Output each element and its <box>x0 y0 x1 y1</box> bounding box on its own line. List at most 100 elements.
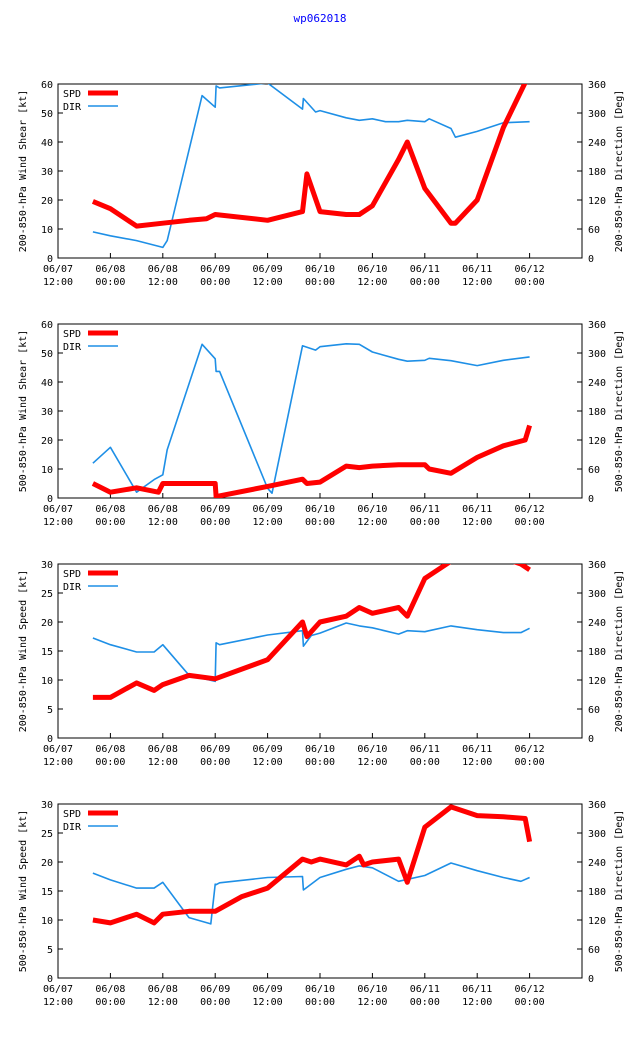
dir-series-line <box>92 862 530 925</box>
y2-tick-label: 120 <box>588 916 606 927</box>
y-tick-label: 40 <box>41 138 53 149</box>
x-tick-label-time: 12:00 <box>43 277 73 288</box>
x-tick-label-date: 06/09 <box>253 984 283 995</box>
x-tick-label-date: 06/12 <box>515 504 545 515</box>
x-tick-label-date: 06/08 <box>148 264 178 275</box>
dir-series-line <box>92 342 530 494</box>
x-tick-label-date: 06/11 <box>462 744 492 755</box>
y2-tick-label: 120 <box>588 196 606 207</box>
x-tick-label-time: 12:00 <box>148 277 178 288</box>
x-tick-label-date: 06/08 <box>148 744 178 755</box>
x-tick-label-time: 00:00 <box>515 757 545 768</box>
x-tick-label-date: 06/09 <box>200 504 230 515</box>
y2-tick-label: 180 <box>588 167 606 178</box>
y2-tick-label: 0 <box>588 494 594 505</box>
x-tick-label-date: 06/11 <box>462 264 492 275</box>
chart-panel-4: 05101520253006012018024030036006/0712:00… <box>18 800 625 1008</box>
legend-spd-label: SPD <box>63 329 81 340</box>
x-tick-label-date: 06/08 <box>95 264 125 275</box>
x-tick-label-time: 12:00 <box>43 997 73 1008</box>
y2-tick-label: 60 <box>588 465 600 476</box>
y-tick-label: 10 <box>41 916 53 927</box>
x-tick-label-time: 12:00 <box>148 757 178 768</box>
x-tick-label-time: 00:00 <box>305 277 335 288</box>
legend-dir-label: DIR <box>63 102 82 113</box>
y2-axis-label: 200-850-hPa Direction [Deg] <box>614 90 625 253</box>
y-tick-label: 20 <box>41 618 53 629</box>
x-tick-label-date: 06/09 <box>253 744 283 755</box>
plot-area <box>91 84 530 249</box>
x-tick-label-date: 06/08 <box>148 984 178 995</box>
y-tick-label: 30 <box>41 167 53 178</box>
y2-tick-label: 240 <box>588 618 606 629</box>
x-tick-label-date: 06/10 <box>305 504 335 515</box>
x-tick-label-time: 00:00 <box>305 997 335 1008</box>
y-tick-label: 20 <box>41 196 53 207</box>
x-tick-label-date: 06/11 <box>410 984 440 995</box>
spd-series-line <box>92 564 531 700</box>
x-tick-label-time: 12:00 <box>43 757 73 768</box>
page-title: wp062018 <box>293 12 347 25</box>
x-tick-label-date: 06/07 <box>43 744 73 755</box>
x-tick-label-date: 06/09 <box>200 264 230 275</box>
spd-series-line <box>91 84 528 229</box>
x-tick-label-date: 06/07 <box>43 984 73 995</box>
y-tick-label: 30 <box>41 560 53 571</box>
x-tick-label-date: 06/12 <box>515 744 545 755</box>
y2-tick-label: 120 <box>588 676 606 687</box>
y2-tick-label: 240 <box>588 378 606 389</box>
x-tick-label-date: 06/12 <box>515 264 545 275</box>
chart-panel-3: 05101520253006012018024030036006/0712:00… <box>18 560 625 768</box>
dir-series-line <box>92 84 530 249</box>
y2-tick-label: 60 <box>588 225 600 236</box>
x-tick-label-time: 12:00 <box>357 277 387 288</box>
x-tick-label-time: 12:00 <box>253 997 283 1008</box>
x-tick-label-date: 06/11 <box>410 264 440 275</box>
y2-tick-label: 180 <box>588 887 606 898</box>
legend-spd-label: SPD <box>63 569 81 580</box>
x-tick-label-date: 06/10 <box>357 744 387 755</box>
y-tick-label: 30 <box>41 800 53 811</box>
x-tick-label-time: 00:00 <box>95 757 125 768</box>
x-tick-label-time: 00:00 <box>200 517 230 528</box>
x-tick-label-date: 06/08 <box>148 504 178 515</box>
x-tick-label-time: 00:00 <box>515 997 545 1008</box>
x-tick-label-time: 00:00 <box>95 517 125 528</box>
x-tick-label-date: 06/11 <box>462 984 492 995</box>
y-tick-label: 10 <box>41 676 53 687</box>
x-tick-label-time: 00:00 <box>410 997 440 1008</box>
x-tick-label-date: 06/10 <box>305 984 335 995</box>
y2-axis-label: 500-850-hPa Direction [Deg] <box>614 810 625 973</box>
x-tick-label-date: 06/08 <box>95 984 125 995</box>
x-tick-label-time: 12:00 <box>462 517 492 528</box>
y-tick-label: 60 <box>41 320 53 331</box>
y2-tick-label: 0 <box>588 254 594 265</box>
y2-tick-label: 180 <box>588 647 606 658</box>
x-tick-label-time: 12:00 <box>357 757 387 768</box>
y-tick-label: 20 <box>41 436 53 447</box>
y2-tick-label: 180 <box>588 407 606 418</box>
y-tick-label: 25 <box>41 589 53 600</box>
y-tick-label: 60 <box>41 80 53 91</box>
y-tick-label: 5 <box>47 945 53 956</box>
y2-tick-label: 120 <box>588 436 606 447</box>
legend-dir-label: DIR <box>63 582 82 593</box>
x-tick-label-date: 06/09 <box>253 504 283 515</box>
x-tick-label-date: 06/07 <box>43 264 73 275</box>
x-tick-label-time: 00:00 <box>95 277 125 288</box>
x-tick-label-time: 00:00 <box>410 757 440 768</box>
x-tick-label-date: 06/10 <box>357 504 387 515</box>
y2-tick-label: 360 <box>588 800 606 811</box>
y-axis-label: 200-850-hPa Wind Speed [kt] <box>18 570 29 733</box>
y2-tick-label: 240 <box>588 858 606 869</box>
plot-area <box>92 564 531 700</box>
chart-panel-1: 0 10 20 30 40 50 60 0 60 120 180 240 300 360 06/07 12:0… <box>18 80 625 288</box>
y-tick-label: 0 <box>47 254 53 265</box>
x-tick-label-time: 12:00 <box>357 997 387 1008</box>
plot-frame <box>57 323 583 499</box>
x-tick-label-time: 12:00 <box>253 277 283 288</box>
y2-tick-label: 360 <box>588 320 606 331</box>
y2-tick-label: 0 <box>588 974 594 985</box>
x-tick-label-date: 06/09 <box>200 984 230 995</box>
y-axis-label: 200-850-hPa Wind Shear [kt] <box>18 90 29 253</box>
